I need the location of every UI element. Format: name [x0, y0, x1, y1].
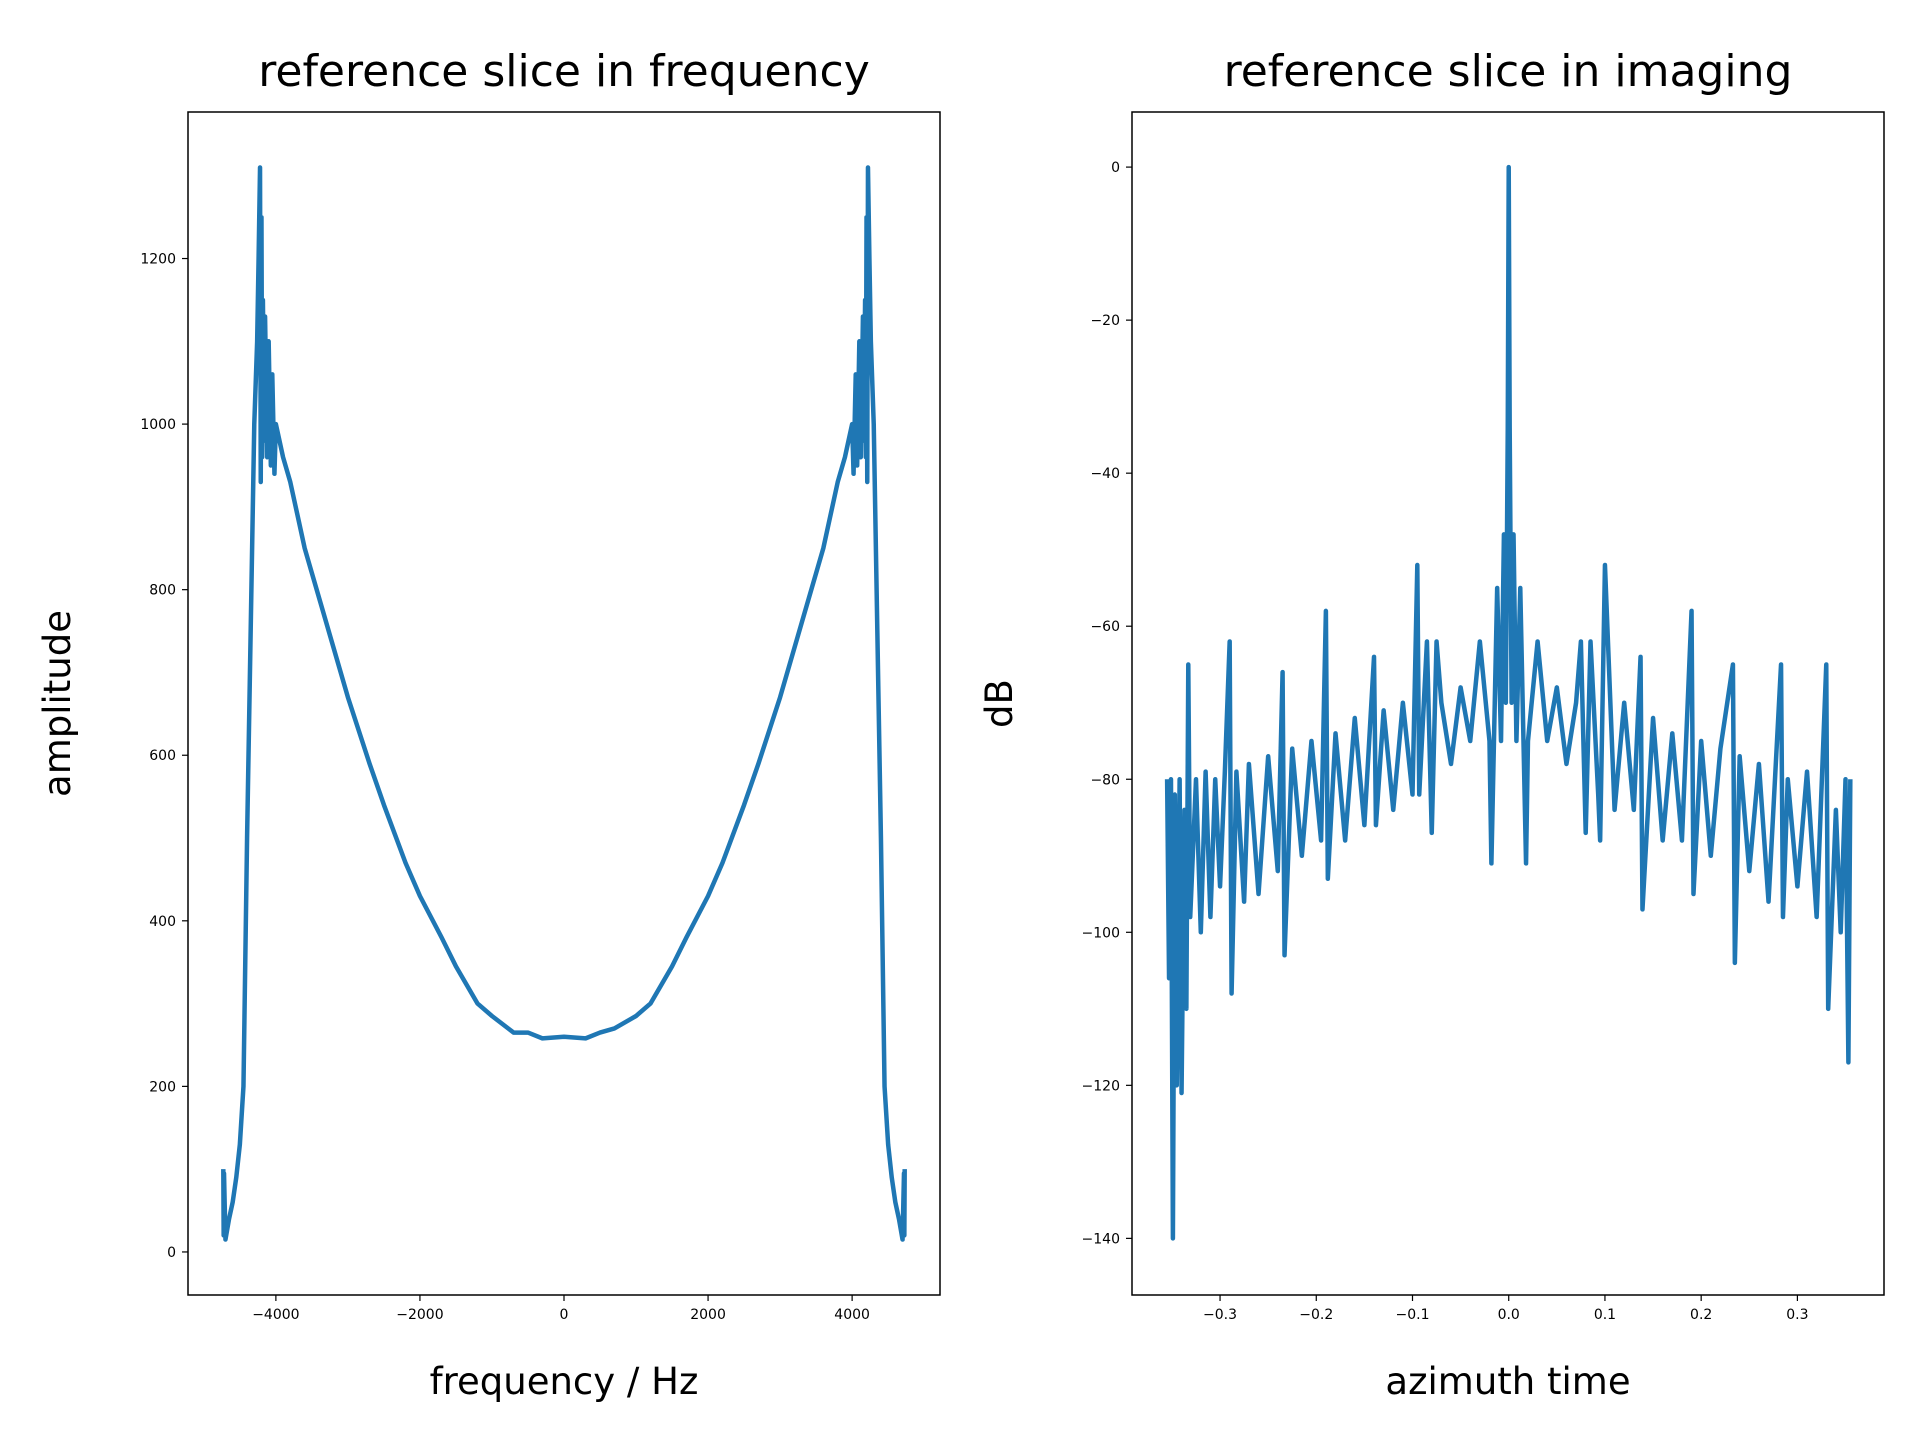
x-tick-label: −0.1	[1395, 1307, 1429, 1323]
axes-frame	[1131, 111, 1885, 1296]
y-tick-label: −40	[1090, 466, 1120, 482]
y-tick-label: 1200	[140, 252, 176, 268]
x-tick-label: −0.3	[1203, 1307, 1237, 1323]
data-line	[221, 165, 907, 1242]
y-tick-label: 0	[1111, 160, 1120, 176]
axes-frame	[187, 111, 941, 1296]
y-axis-label: amplitude	[36, 610, 79, 797]
x-tick-label: 0	[560, 1307, 569, 1323]
y-tick-label: 0	[167, 1245, 176, 1261]
y-axis-label: dB	[978, 679, 1021, 728]
x-tick-label: 0.1	[1594, 1307, 1616, 1323]
y-tick-label: 200	[149, 1079, 176, 1095]
chart-title: reference slice in imaging	[1224, 46, 1793, 97]
data-line	[1164, 164, 1853, 1241]
x-tick-label: 0.0	[1498, 1307, 1520, 1323]
x-tick-label: 0.2	[1690, 1307, 1712, 1323]
x-tick-label: 2000	[690, 1307, 726, 1323]
x-axis-label: azimuth time	[1385, 1360, 1630, 1403]
x-tick-label: 4000	[834, 1307, 870, 1323]
y-tick-label: 1000	[140, 417, 176, 433]
x-axis-label: frequency / Hz	[430, 1360, 699, 1403]
chart-title: reference slice in frequency	[258, 46, 870, 97]
y-tick-label: −120	[1082, 1078, 1120, 1094]
x-tick-label: −2000	[396, 1307, 443, 1323]
y-tick-label: −100	[1082, 925, 1120, 941]
y-tick-label: 800	[149, 583, 176, 599]
y-tick-label: −80	[1090, 772, 1120, 788]
x-tick-label: −0.2	[1299, 1307, 1333, 1323]
y-tick-label: 400	[149, 914, 176, 930]
y-tick-label: −20	[1090, 313, 1120, 329]
x-tick-label: 0.3	[1786, 1307, 1808, 1323]
y-tick-label: −60	[1090, 619, 1120, 635]
x-tick-label: −4000	[252, 1307, 299, 1323]
y-tick-label: −140	[1082, 1231, 1120, 1247]
y-tick-label: 600	[149, 748, 176, 764]
